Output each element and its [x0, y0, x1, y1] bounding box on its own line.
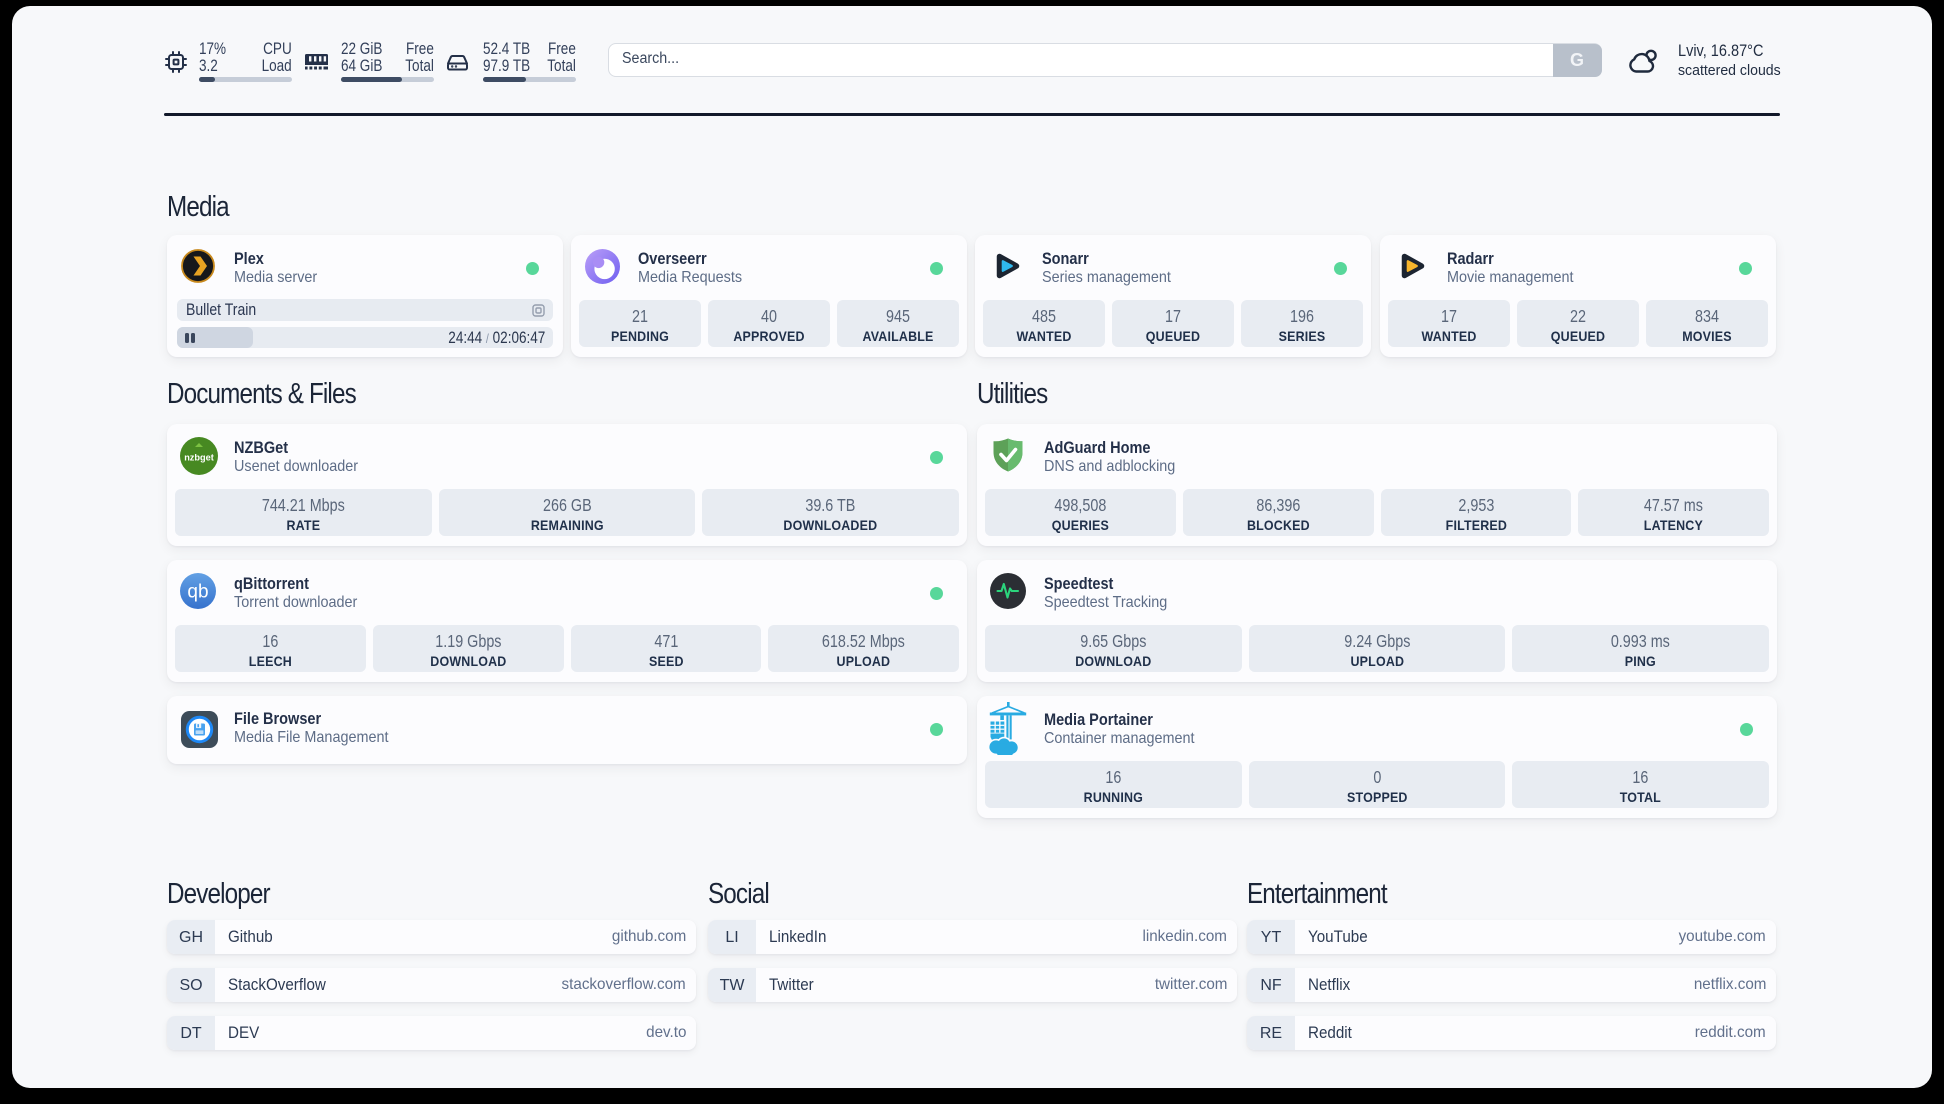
svg-text:nzbget: nzbget — [184, 453, 214, 463]
svg-text:qb: qb — [187, 582, 208, 603]
